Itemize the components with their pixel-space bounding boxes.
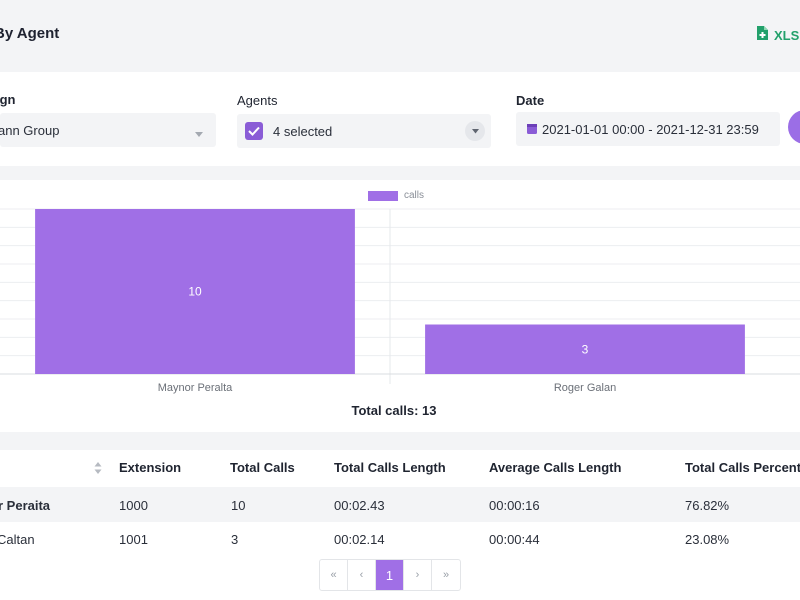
percent-cell: 76.82% bbox=[685, 498, 730, 513]
bar-data-label: 10 bbox=[188, 285, 202, 299]
total-calls-summary: Total calls: 13 bbox=[351, 403, 437, 418]
apply-filters-button[interactable] bbox=[788, 110, 800, 144]
sort-icon[interactable] bbox=[94, 461, 102, 480]
legend-swatch bbox=[368, 190, 398, 201]
table-row: Caltan 1001 3 00:02.14 00:00:44 23.08% bbox=[0, 522, 800, 557]
agents-checkbox[interactable] bbox=[245, 122, 263, 140]
column-header-average-calls-length[interactable]: Average Calls Length bbox=[489, 460, 622, 475]
bar bbox=[35, 209, 355, 374]
last-page-button[interactable]: » bbox=[442, 569, 450, 581]
export-xls-button[interactable]: XLS bbox=[756, 26, 799, 45]
agent-name-cell: Caltan bbox=[0, 532, 35, 547]
total-length-cell: 00:02.14 bbox=[334, 532, 385, 547]
total-length-cell: 00:02.43 bbox=[334, 498, 385, 513]
calendar-icon bbox=[527, 122, 537, 137]
date-range-input[interactable]: 2021-01-01 00:00 - 2021-12-31 23:59 bbox=[516, 112, 780, 146]
agents-select[interactable]: 4 selected bbox=[237, 114, 491, 148]
date-label: Date bbox=[516, 93, 545, 108]
date-range-value: 2021-01-01 00:00 - 2021-12-31 23:59 bbox=[542, 121, 759, 137]
pagination: « ‹ 1 › » bbox=[319, 559, 461, 591]
column-header-extension[interactable]: Extension bbox=[119, 460, 182, 475]
average-length-cell: 00:00:16 bbox=[489, 498, 540, 513]
next-page-button[interactable]: › bbox=[404, 560, 432, 590]
campaign-select[interactable]: ann Group bbox=[0, 113, 216, 147]
table-row: r Peraita 1000 10 00:02.43 00:00:16 76.8… bbox=[0, 487, 800, 522]
chart-legend: calls bbox=[368, 190, 424, 201]
column-header-total-calls-percent[interactable]: Total Calls Percent bbox=[685, 460, 800, 475]
previous-page-button[interactable]: ‹ bbox=[348, 560, 376, 590]
first-page-button[interactable]: « bbox=[320, 560, 348, 590]
total-calls-cell: 10 bbox=[231, 498, 246, 513]
agents-value: 4 selected bbox=[273, 123, 333, 139]
bar bbox=[425, 324, 745, 374]
average-length-cell: 00:00:44 bbox=[489, 532, 540, 547]
x-tick-label: Roger Galan bbox=[554, 382, 616, 394]
check-icon bbox=[248, 126, 260, 136]
page-1-button[interactable]: 1 bbox=[376, 560, 404, 590]
column-header-total-calls[interactable]: Total Calls bbox=[230, 460, 295, 475]
chevron-down-icon bbox=[195, 126, 203, 141]
export-label: XLS bbox=[774, 28, 800, 43]
agent-name-cell: r Peraita bbox=[0, 498, 51, 513]
campaign-label: ign bbox=[0, 92, 16, 107]
column-header-total-calls-length[interactable]: Total Calls Length bbox=[334, 460, 446, 475]
bar-data-label: 3 bbox=[582, 342, 589, 356]
calls-bar-chart: 10 Maynor Peralta 3 Roger Galan bbox=[0, 208, 800, 394]
total-calls-cell: 3 bbox=[231, 532, 239, 547]
page-header bbox=[0, 0, 800, 72]
spreadsheet-plus-icon bbox=[756, 26, 768, 45]
extension-cell: 1001 bbox=[119, 532, 148, 547]
x-tick-label: Maynor Peralta bbox=[158, 382, 233, 394]
percent-cell: 23.08% bbox=[685, 532, 730, 547]
legend-label: calls bbox=[404, 190, 425, 201]
campaign-value: ann Group bbox=[0, 122, 60, 138]
page-title: By Agent bbox=[0, 25, 60, 42]
agents-label: Agents bbox=[237, 93, 278, 108]
chevron-down-icon bbox=[465, 121, 485, 141]
extension-cell: 1000 bbox=[119, 498, 148, 513]
